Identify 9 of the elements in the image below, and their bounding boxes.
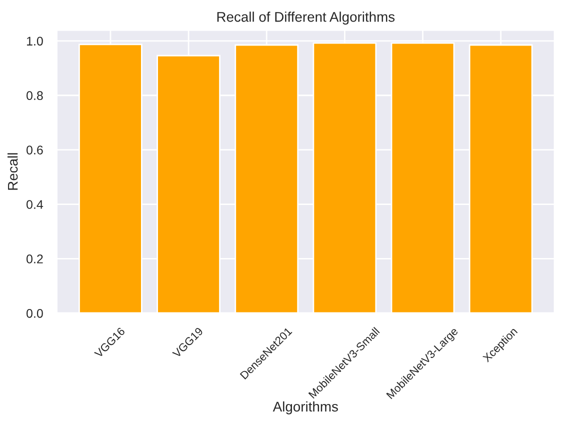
- y-tick-label: 0.8: [26, 91, 43, 100]
- y-tick-label: 0.2: [26, 254, 43, 264]
- y-tick-label: 0.6: [26, 146, 43, 154]
- y-tick-label: 0.0: [26, 308, 43, 318]
- y-tick-label: 0.4: [26, 200, 44, 209]
- y-axis-title: Recall: [8, 153, 18, 190]
- x-axis-title: Algorithms: [272, 401, 338, 414]
- chart-title: Recall of Different Algorithms: [217, 12, 395, 25]
- y-tick-label: 1.0: [26, 36, 43, 46]
